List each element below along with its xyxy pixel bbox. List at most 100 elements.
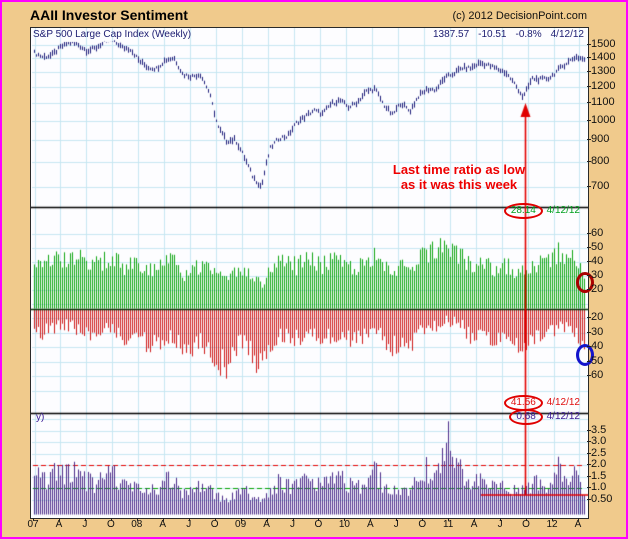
- date-axis-tick: [474, 518, 476, 521]
- axis-tick-label: 1500: [591, 38, 616, 50]
- chart-frame: [30, 27, 589, 519]
- date-axis-tick: [240, 518, 242, 521]
- highlight-ellipse-red-icon: [576, 272, 594, 293]
- date-axis-label: O: [418, 519, 427, 530]
- axis-tick-label: 30: [591, 325, 604, 338]
- axis-tick: [587, 498, 591, 500]
- date-axis-label: O: [210, 519, 219, 530]
- quote-change: -10.51: [478, 29, 507, 40]
- date-axis-label: 09: [235, 519, 247, 530]
- date-axis-label: A: [55, 519, 63, 530]
- axis-tick: [587, 161, 591, 163]
- date-axis-label: A: [574, 519, 582, 530]
- axis-tick: [587, 375, 591, 376]
- axis-tick: [587, 85, 591, 87]
- axis-tick-label: 0.50: [591, 492, 613, 505]
- axis-tick-label: 900: [591, 133, 610, 146]
- date-axis-label: J: [290, 519, 295, 530]
- axis-tick-label: 1100: [591, 95, 615, 108]
- annotation-note-line1: Last time ratio as low: [392, 162, 526, 177]
- axis-tick: [587, 452, 591, 454]
- axis-tick-label: 1200: [591, 79, 616, 92]
- axis-tick-label: 20: [591, 311, 604, 323]
- axis-tick-label: 3.0: [591, 435, 607, 447]
- axis-tick-label: 60: [591, 369, 604, 381]
- copyright-text: (c) 2012 DecisionPoint.com: [452, 10, 587, 22]
- date-axis-tick: [370, 518, 372, 521]
- quote-last: 1387.57: [432, 29, 470, 40]
- date-axis-tick: [292, 518, 294, 521]
- date-axis-label: 08: [131, 519, 143, 530]
- axis-tick: [587, 441, 591, 442]
- date-axis-tick: [396, 518, 398, 521]
- axis-tick: [587, 275, 591, 276]
- axis-tick-label: 2.0: [591, 458, 607, 470]
- date-axis-tick: [136, 518, 138, 521]
- axis-tick: [587, 119, 591, 121]
- axis-tick: [587, 233, 591, 234]
- date-axis-label: 11: [442, 519, 454, 530]
- axis-tick-label: 2.5: [591, 446, 607, 459]
- ratio-value-ellipse: 0.68: [509, 409, 543, 425]
- date-axis-tick: [214, 518, 216, 521]
- axis-tick-label: 700: [591, 179, 610, 192]
- bulls-value-callout: 28.14 4/12/12: [503, 203, 580, 219]
- axis-tick: [587, 185, 591, 187]
- date-axis-tick: [500, 518, 502, 521]
- axis-tick-label: 30: [591, 269, 604, 281]
- axis-tick-label: 40: [591, 255, 604, 267]
- date-axis-label: O: [106, 519, 115, 530]
- axis-tick-label: 800: [591, 155, 610, 168]
- axis-tick: [587, 70, 591, 72]
- date-axis-tick: [318, 518, 320, 521]
- date-axis-tick: [422, 518, 424, 521]
- date-axis-label: 07: [27, 519, 39, 530]
- date-axis-tick: [448, 518, 450, 521]
- ratio-value-callout: 0.68 4/12/12: [509, 409, 580, 425]
- date-axis-label: A: [470, 519, 478, 530]
- axis-tick: [587, 317, 591, 318]
- axis-tick-label: 1.0: [591, 481, 607, 493]
- ratio-panel-label: y): [36, 412, 45, 423]
- axis-tick-label: 40: [591, 340, 604, 352]
- date-axis-tick: [526, 518, 528, 521]
- axis-tick: [587, 360, 591, 362]
- date-axis-label: O: [522, 519, 530, 530]
- page-title: AAII Investor Sentiment: [30, 7, 188, 23]
- ratio-value-date: 4/12/12: [546, 411, 580, 422]
- axis-tick-label: 50: [591, 241, 604, 253]
- axis-tick: [587, 261, 591, 262]
- axis-tick: [587, 429, 591, 431]
- axis-tick-label: 1000: [591, 113, 616, 126]
- date-axis-tick: [84, 518, 86, 521]
- date-axis-label: O: [314, 519, 323, 530]
- quote-change-pct: -0.8%: [515, 29, 542, 40]
- annotation-note-line2: as it was this week: [400, 177, 518, 192]
- date-axis-label: A: [367, 519, 374, 530]
- axis-tick-label: 1400: [591, 50, 616, 63]
- axis-tick: [587, 346, 591, 347]
- chart-canvas: [31, 28, 588, 518]
- axis-tick: [587, 101, 591, 103]
- axis-tick: [587, 44, 591, 45]
- date-axis-tick: [266, 518, 268, 521]
- axis-tick: [587, 487, 591, 488]
- bears-value-date: 4/12/12: [546, 397, 580, 408]
- axis-tick: [587, 464, 591, 465]
- axis-tick: [587, 331, 591, 333]
- annotation-note: Last time ratio as low as it was this we…: [366, 162, 552, 192]
- axis-tick-label: 50: [591, 354, 604, 367]
- bulls-value-ellipse: 28.14: [503, 203, 543, 219]
- axis-tick: [587, 56, 591, 58]
- date-axis-label: J: [393, 519, 399, 530]
- date-axis-tick: [110, 518, 112, 521]
- date-axis-label: A: [263, 519, 270, 530]
- date-axis-tick: [58, 518, 60, 521]
- date-axis-label: J: [186, 519, 192, 530]
- date-axis-tick: [344, 518, 346, 521]
- date-axis-tick: [33, 518, 34, 521]
- axis-tick-label: 3.5: [591, 423, 607, 436]
- date-axis-label: J: [497, 519, 503, 530]
- quote-readout: 1387.57 -10.51 -0.8% 4/12/12: [424, 29, 584, 40]
